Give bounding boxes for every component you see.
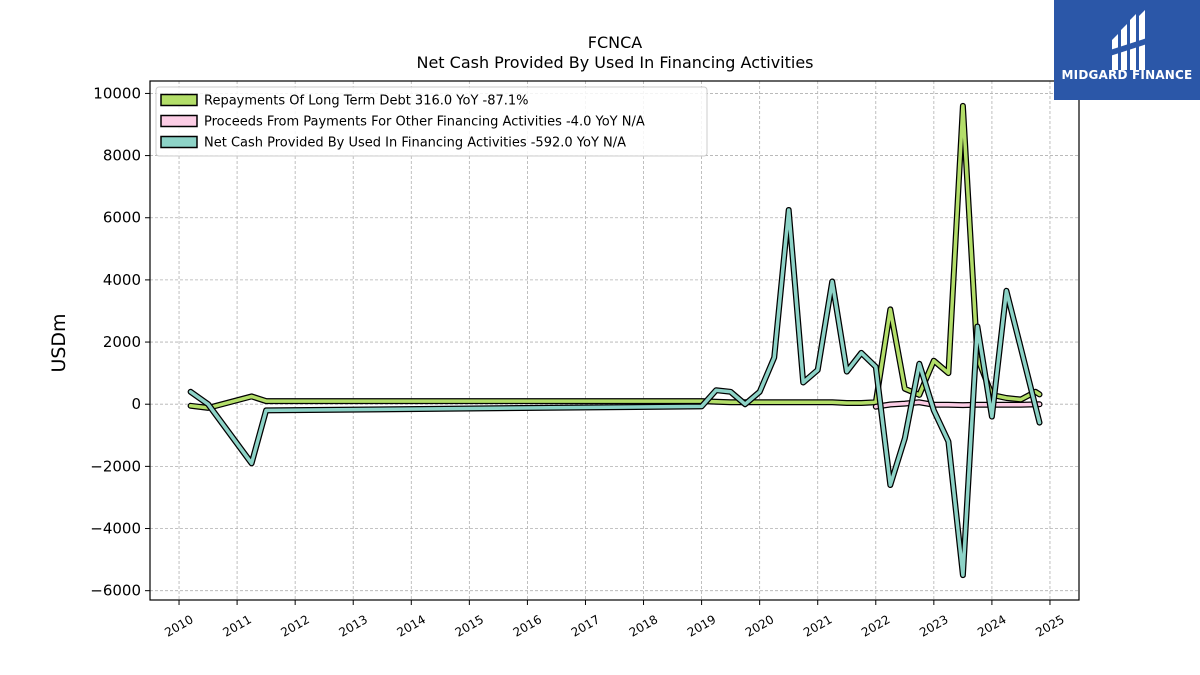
grid bbox=[150, 81, 1079, 600]
legend: Repayments Of Long Term Debt 316.0 YoY -… bbox=[155, 86, 708, 157]
y-tick-label: 6000 bbox=[103, 209, 141, 227]
x-tick-label: 2010 bbox=[162, 612, 195, 639]
x-tick-label: 2016 bbox=[511, 612, 544, 639]
series-layer bbox=[187, 102, 1043, 579]
legend-box bbox=[155, 86, 708, 157]
x-tick-label: 2018 bbox=[627, 612, 660, 639]
x-tick-label: 2015 bbox=[453, 612, 486, 639]
x-tick-label: 2013 bbox=[336, 612, 369, 639]
series-line-2 bbox=[874, 400, 1042, 409]
legend-swatch-2 bbox=[160, 114, 198, 128]
x-tick-label: 2024 bbox=[975, 612, 1008, 639]
plot-frame bbox=[149, 80, 1080, 601]
y-tick-label: −4000 bbox=[90, 520, 141, 538]
midgard-logo-icon bbox=[1110, 10, 1147, 70]
x-tick-label: 2025 bbox=[1033, 612, 1066, 639]
x-tick-label: 2020 bbox=[743, 612, 776, 639]
midgard-finance-logo: MIDGARD FINANCE bbox=[1054, 0, 1200, 100]
legend-label-1: Repayments Of Long Term Debt 316.0 YoY -… bbox=[204, 94, 529, 109]
y-tick-label: 2000 bbox=[103, 333, 141, 351]
y-tick-label: 10000 bbox=[93, 84, 141, 102]
x-tick-label: 2019 bbox=[685, 612, 718, 639]
legend-label-3: Net Cash Provided By Used In Financing A… bbox=[204, 136, 626, 151]
x-tick-label: 2012 bbox=[278, 612, 311, 639]
x-tick-label: 2014 bbox=[395, 612, 428, 639]
logo-text: MIDGARD FINANCE bbox=[1061, 68, 1193, 82]
y-axis-label: USDm bbox=[48, 313, 70, 372]
y-tick-label: −6000 bbox=[90, 582, 141, 600]
legend-swatch-3 bbox=[160, 135, 198, 149]
chart-subtitle: Net Cash Provided By Used In Financing A… bbox=[416, 53, 813, 72]
x-tick-label: 2021 bbox=[801, 612, 834, 639]
y-tick-label: 8000 bbox=[103, 147, 141, 165]
x-tick-label: 2022 bbox=[859, 612, 892, 639]
legend-swatch-1 bbox=[160, 93, 198, 107]
x-axis: 2010 2011 2012 2013 2014 2015 2016 2017 2018 2019… bbox=[162, 600, 1067, 640]
x-tick-label: 2017 bbox=[569, 612, 602, 639]
legend-label-2: Proceeds From Payments For Other Financi… bbox=[204, 115, 645, 130]
chart-title: FCNCA bbox=[588, 33, 643, 52]
y-tick-label: −2000 bbox=[90, 457, 141, 475]
y-tick-label: 0 bbox=[131, 395, 141, 413]
x-tick-label: 2011 bbox=[220, 612, 253, 639]
x-tick-label: 2023 bbox=[917, 612, 950, 639]
series-line-3 bbox=[188, 208, 1042, 577]
y-tick-label: 4000 bbox=[103, 271, 141, 289]
y-axis: −6000 −4000 −2000 0 2000 4000 6000 8000 10000 bbox=[90, 84, 150, 600]
